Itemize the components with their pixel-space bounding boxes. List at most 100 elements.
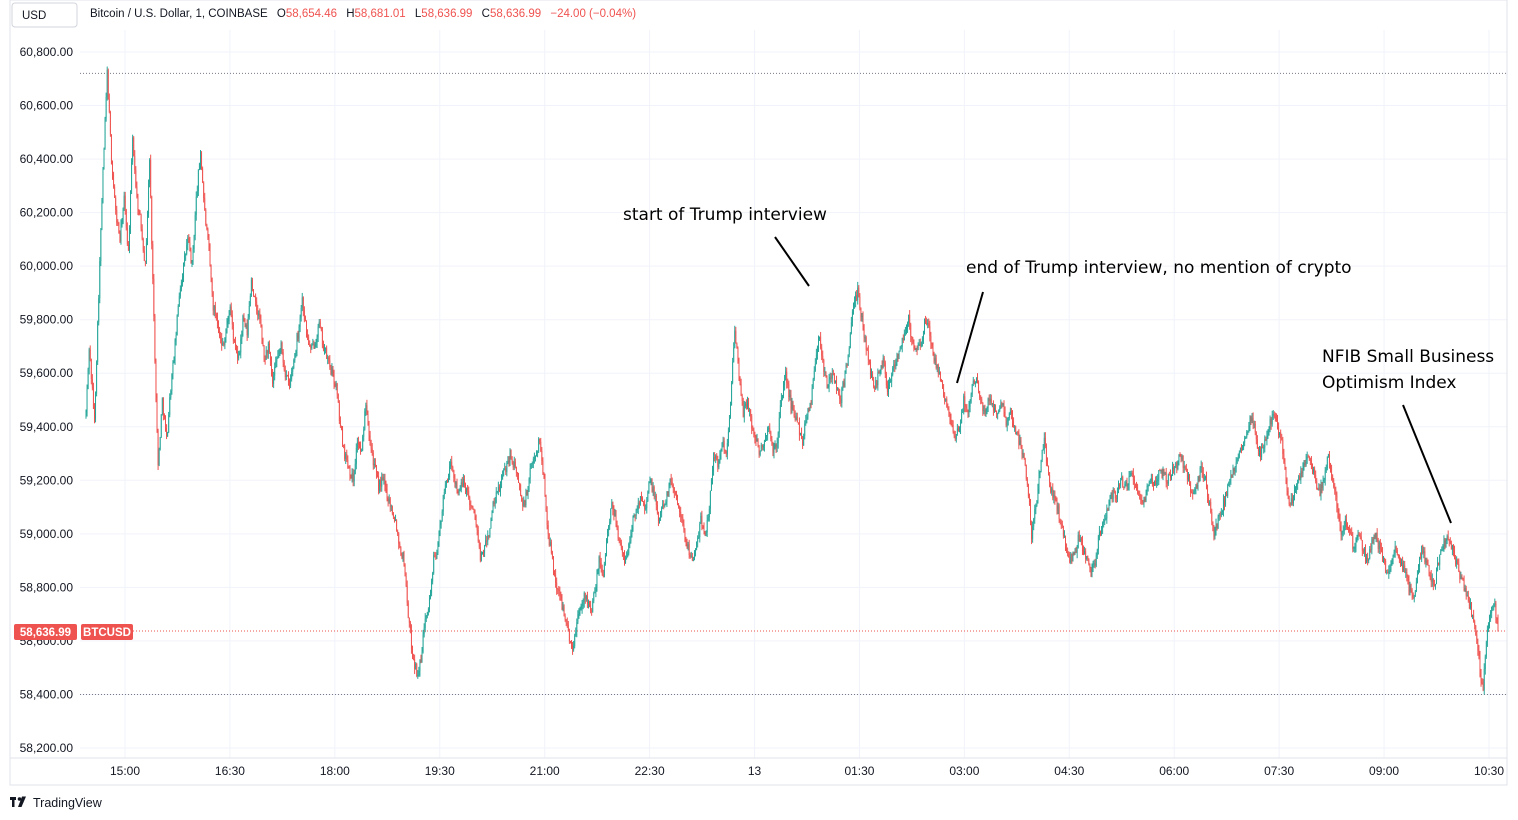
candle-body xyxy=(786,371,788,383)
candle-body xyxy=(351,472,353,479)
candle-body xyxy=(1256,439,1258,449)
candle-body xyxy=(895,362,897,367)
candle-body xyxy=(1250,416,1252,421)
candle-body xyxy=(868,359,870,363)
candle-body xyxy=(718,460,720,468)
candle-body xyxy=(154,316,156,362)
candle-body xyxy=(262,343,264,346)
candle-body xyxy=(513,461,515,468)
candle-body xyxy=(1342,530,1344,532)
candle-body xyxy=(473,508,475,511)
candle-body xyxy=(443,492,445,496)
candle-body xyxy=(854,301,855,304)
candle-body xyxy=(223,343,225,345)
candle-body xyxy=(701,515,703,527)
candle-body xyxy=(531,463,533,465)
candle-body xyxy=(1186,471,1188,480)
candle-body xyxy=(1302,466,1304,474)
candle-body xyxy=(1037,489,1039,502)
candle-body xyxy=(1219,514,1221,516)
candle-body xyxy=(861,316,863,318)
tradingview-logo[interactable]: TradingView xyxy=(10,796,103,810)
candle-body xyxy=(610,508,612,523)
candle-body xyxy=(871,373,872,376)
candle-body xyxy=(867,350,869,360)
candle-body xyxy=(1426,560,1428,565)
candle-body xyxy=(364,411,366,430)
candle-body xyxy=(763,440,765,447)
candle-body xyxy=(1369,548,1371,559)
candle-body xyxy=(585,595,587,600)
candle-body xyxy=(415,663,417,669)
candle-body xyxy=(147,213,148,243)
candle-body xyxy=(1410,585,1412,591)
candle-body xyxy=(872,373,874,381)
candle-body xyxy=(1074,552,1076,555)
candle-body xyxy=(176,314,178,336)
candle-body xyxy=(299,317,301,327)
candle-body xyxy=(1184,466,1186,469)
candle-body xyxy=(233,340,235,343)
candle-body xyxy=(1297,479,1299,485)
candle-body xyxy=(448,477,449,482)
candle-body xyxy=(236,345,237,352)
candle-body xyxy=(964,396,966,407)
candle-body xyxy=(1424,551,1426,563)
candle-body xyxy=(844,372,846,385)
candle-body xyxy=(785,371,787,381)
candle-body xyxy=(314,345,316,349)
candle-body xyxy=(780,397,782,406)
candle-body xyxy=(1322,480,1324,488)
candle-body xyxy=(1327,454,1329,457)
candle-body xyxy=(1468,600,1470,609)
candle-body xyxy=(929,326,931,337)
candle-body xyxy=(866,349,868,351)
candle-body xyxy=(1404,565,1406,573)
candle-body xyxy=(204,198,206,210)
candle-body xyxy=(420,660,422,662)
candle-body xyxy=(191,261,193,264)
symbol-title: Bitcoin / U.S. Dollar, 1, COINBASE xyxy=(90,8,268,20)
candle-body xyxy=(838,388,840,395)
candle-body xyxy=(151,196,153,245)
candle-body xyxy=(648,482,650,492)
candle-body xyxy=(1156,481,1158,486)
candle-body xyxy=(928,323,930,327)
candle-body xyxy=(302,297,304,311)
candle-body xyxy=(957,428,959,432)
candle-body xyxy=(912,339,914,343)
candle-body xyxy=(557,589,559,591)
candle-body xyxy=(631,526,633,535)
candle-body xyxy=(523,500,525,507)
candle-body xyxy=(1180,456,1182,459)
candle-body xyxy=(1413,596,1415,598)
candle-body xyxy=(1154,480,1155,486)
time-axis[interactable]: 15:00 16:30 18:00 19:30 21:00 22:30 13 01:30 03:… xyxy=(110,764,1504,778)
candle-body xyxy=(1042,449,1044,451)
currency-button[interactable]: USD xyxy=(11,2,78,28)
annotation: start of Trump interview xyxy=(623,205,827,287)
candle-body xyxy=(408,617,410,623)
candle-body xyxy=(626,557,628,559)
candle-body xyxy=(216,318,218,324)
candle-body xyxy=(1077,534,1079,548)
price-tick-label: 59,400.00 xyxy=(20,420,74,434)
candle-body xyxy=(1033,518,1035,527)
candle-body xyxy=(438,536,440,543)
candle-body xyxy=(387,498,389,502)
candle-body xyxy=(504,468,506,471)
candle-body xyxy=(266,350,268,354)
candle-body xyxy=(1307,456,1309,458)
candle-body xyxy=(179,288,181,297)
candle-body xyxy=(1435,584,1436,586)
candle-body xyxy=(96,361,98,394)
candle-body xyxy=(562,607,564,610)
candle-body xyxy=(606,542,607,555)
candle-body xyxy=(109,111,111,135)
candle-body xyxy=(623,552,624,556)
candle-body xyxy=(1474,621,1476,626)
candle-body xyxy=(169,397,171,415)
candle-body xyxy=(1334,486,1336,491)
candle-body xyxy=(779,405,781,418)
